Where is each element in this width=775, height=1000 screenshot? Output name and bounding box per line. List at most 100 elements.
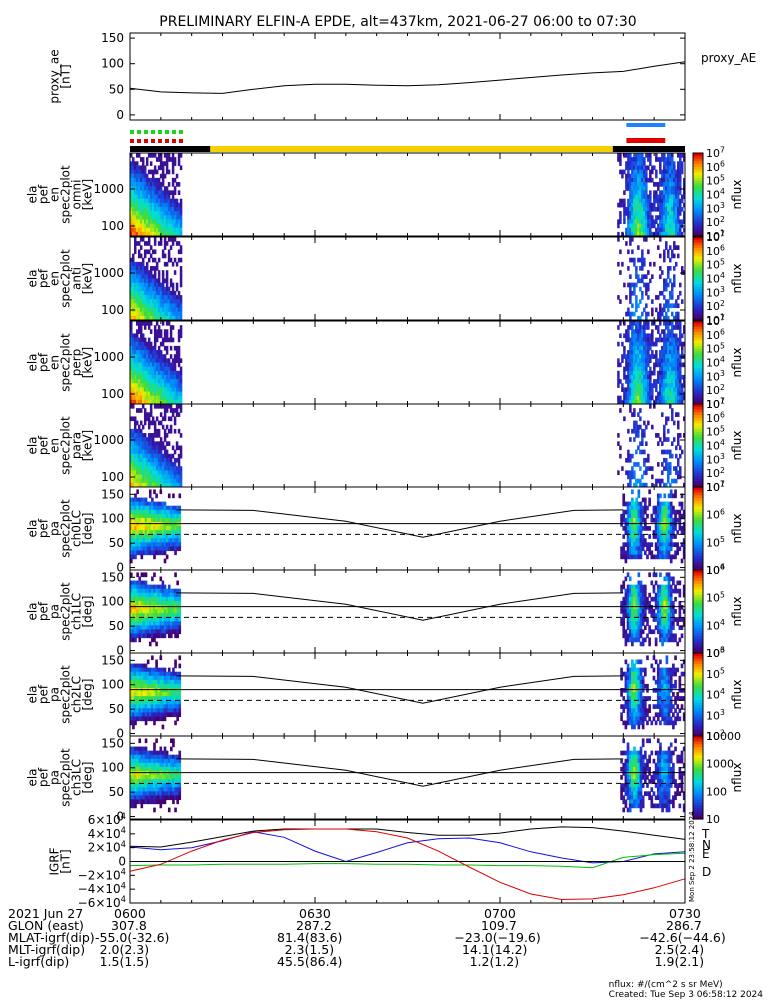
spec-cell (637, 274, 640, 279)
pa-cell (680, 633, 684, 639)
spec-cell (679, 211, 682, 216)
spec-cell (641, 295, 644, 300)
spec-cell (623, 391, 626, 397)
pa-cell (157, 584, 160, 590)
spec-cell (627, 182, 630, 187)
spec-cell (669, 383, 672, 388)
spec-cell (147, 478, 151, 484)
spec-cell (157, 358, 161, 363)
spec-cell (173, 474, 177, 480)
spec-cell (643, 194, 646, 200)
spec-cell (677, 202, 680, 208)
spec-cell (161, 424, 165, 430)
pa-cell (170, 509, 173, 515)
spec-cell (163, 198, 167, 204)
spec-cell (673, 169, 676, 175)
spec-cell (645, 354, 648, 359)
spec-cell (649, 169, 652, 175)
spec-cell (629, 206, 632, 212)
spec-cell (667, 227, 670, 233)
spec-cell (135, 282, 139, 288)
spec-cell (177, 412, 181, 417)
pa-cell (641, 637, 645, 643)
spec-cell (649, 177, 652, 183)
spec-cell (639, 408, 642, 413)
spec-cell (677, 303, 680, 309)
spec-cell (635, 449, 638, 455)
spec-cell (639, 391, 642, 397)
pa-cell (639, 584, 643, 590)
pa-cell (672, 604, 675, 610)
spec-cell (647, 391, 650, 397)
colorbar-tick-label: 104 (706, 187, 725, 201)
colorbar-cell (693, 489, 703, 494)
pa-cell (620, 513, 623, 519)
spec-cell (637, 341, 640, 347)
pa-cell (138, 613, 142, 618)
flag-red-dash (151, 139, 155, 143)
pa-cell (146, 513, 150, 519)
spec-cell (177, 462, 181, 467)
spec-cell (173, 457, 177, 463)
colorbar-cell (693, 158, 703, 162)
pa-cell (176, 530, 179, 535)
spec-cell (639, 482, 642, 488)
pa-cell (631, 526, 634, 531)
spec-cell (135, 231, 139, 237)
spec-cell (141, 391, 145, 397)
pa-cell (163, 613, 167, 618)
spec-cell (625, 374, 628, 380)
pa-cell (656, 501, 660, 507)
spec-cell (637, 202, 640, 208)
spec-cell (661, 311, 664, 317)
spec-cell (163, 449, 167, 455)
spec-cell (167, 370, 171, 376)
spec-cell (143, 478, 147, 484)
spec-cell (651, 321, 654, 326)
pa-cell (161, 600, 165, 606)
spec-cell (161, 379, 165, 384)
spec-cell (179, 408, 183, 413)
pa-cell (144, 505, 148, 511)
pa-cell (170, 625, 173, 631)
pa-cell (176, 617, 179, 622)
spec-cell (177, 428, 181, 434)
spec-cell (167, 253, 171, 259)
spec-cell (659, 157, 662, 162)
spec-cell (673, 395, 676, 401)
pa-cell (639, 625, 643, 631)
spec-cell (629, 295, 632, 300)
spec-cell (149, 303, 153, 309)
spec-cell (633, 354, 636, 359)
pa-cell (633, 526, 636, 531)
spec-cell (153, 350, 157, 355)
pa-cell (159, 509, 163, 515)
spec-cell (627, 249, 630, 255)
spec-cell (643, 237, 646, 242)
spec-cell (663, 329, 666, 334)
spec-cell (171, 206, 175, 212)
spec-cell (663, 433, 666, 438)
spec-cell (669, 169, 672, 175)
spec-cell (677, 424, 680, 430)
spec-cell (633, 362, 636, 368)
pa-cell (130, 637, 133, 643)
spec-cell (621, 399, 624, 405)
pa-cell (132, 530, 135, 535)
spec-cell (161, 231, 165, 237)
pa-cell (174, 633, 177, 639)
spec-cell (157, 366, 161, 372)
colorbar-cell (693, 284, 703, 288)
spec-cell (647, 395, 650, 401)
pa-cell (650, 580, 654, 586)
spec-cell (663, 223, 666, 229)
spec-cell (627, 177, 630, 183)
spec-cell (157, 399, 161, 405)
colorbar-tick-label: 101 (706, 397, 725, 411)
spec-cell (637, 399, 640, 405)
spec-cell (625, 387, 628, 393)
colorbar-label: nflux (730, 264, 744, 294)
spec-cell (165, 478, 169, 484)
pa-cell (155, 505, 158, 511)
spec-cell (641, 391, 644, 397)
